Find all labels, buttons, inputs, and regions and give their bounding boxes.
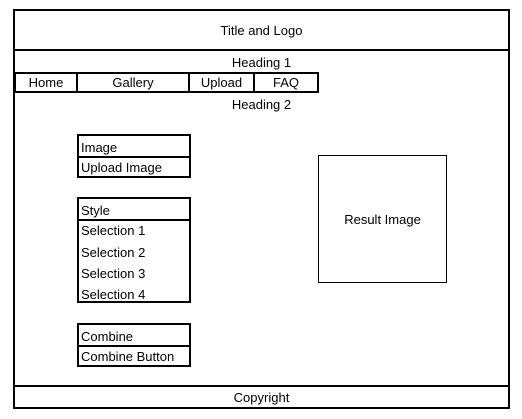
result-image: Result Image [318,155,447,283]
combine-button[interactable]: Combine Button [79,345,189,365]
nav-upload-button[interactable]: Upload [190,72,255,93]
style-option-3[interactable]: Selection 3 [81,265,146,281]
footer-divider [13,385,510,387]
style-option-4[interactable]: Selection 4 [81,286,146,302]
copyright-text: Copyright [233,389,290,405]
style-option-1[interactable]: Selection 1 [79,219,189,239]
heading-2: Heading 2 [231,96,292,112]
header-divider [13,49,510,51]
nav-gallery-button[interactable]: Gallery [78,72,190,93]
nav-faq-button[interactable]: FAQ [255,72,319,93]
image-panel-title: Image [81,139,118,155]
result-image-label: Result Image [344,211,421,227]
image-panel: Image Upload Image [77,134,191,178]
heading-1: Heading 1 [231,54,292,70]
page-title: Title and Logo [220,22,303,38]
style-panel: Style Selection 1 Selection 2 Selection … [77,197,191,303]
style-option-2[interactable]: Selection 2 [81,244,146,260]
combine-panel: Combine Combine Button [77,323,191,367]
style-panel-title: Style [81,202,110,218]
upload-image-button[interactable]: Upload Image [79,156,189,176]
combine-panel-title: Combine [81,328,134,344]
nav-home-button[interactable]: Home [14,72,78,93]
page-frame [13,9,510,409]
